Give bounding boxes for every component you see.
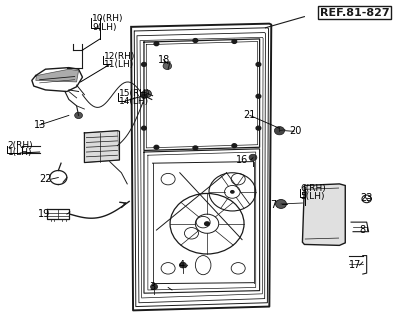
Circle shape	[193, 39, 198, 43]
Circle shape	[256, 62, 261, 66]
Text: 7: 7	[270, 200, 276, 210]
Circle shape	[232, 144, 237, 148]
Circle shape	[256, 94, 261, 98]
Circle shape	[179, 262, 186, 268]
Polygon shape	[36, 69, 78, 82]
Text: 16: 16	[236, 155, 248, 165]
Circle shape	[163, 62, 172, 69]
Text: 6(RH): 6(RH)	[301, 184, 326, 193]
Text: 8: 8	[360, 225, 366, 235]
Circle shape	[142, 94, 146, 98]
Text: 13: 13	[34, 120, 46, 130]
Circle shape	[230, 190, 235, 194]
Circle shape	[142, 126, 146, 130]
Polygon shape	[303, 184, 345, 245]
Text: 9(LH): 9(LH)	[92, 23, 117, 32]
Circle shape	[154, 42, 159, 46]
Text: 4: 4	[179, 260, 185, 270]
Text: 21: 21	[244, 110, 256, 120]
Text: 2(RH): 2(RH)	[8, 141, 33, 150]
Text: 17: 17	[349, 260, 361, 270]
Circle shape	[75, 112, 82, 119]
Text: 22: 22	[40, 174, 52, 184]
Circle shape	[142, 62, 146, 66]
Text: 5(LH): 5(LH)	[301, 192, 325, 201]
Text: 1(LH): 1(LH)	[8, 148, 32, 157]
Polygon shape	[84, 131, 120, 163]
Circle shape	[151, 284, 158, 290]
Text: 23: 23	[360, 193, 373, 203]
Circle shape	[256, 126, 261, 130]
Text: REF.81-827: REF.81-827	[320, 8, 389, 18]
Text: 15(RH): 15(RH)	[120, 89, 151, 98]
Circle shape	[193, 146, 198, 150]
Circle shape	[276, 199, 286, 208]
Text: 3: 3	[149, 283, 156, 292]
Text: 18: 18	[158, 55, 170, 65]
Text: 14(LH): 14(LH)	[120, 97, 149, 106]
Circle shape	[232, 40, 237, 44]
Circle shape	[142, 90, 152, 98]
Circle shape	[204, 221, 210, 226]
Circle shape	[274, 126, 284, 135]
Circle shape	[154, 145, 159, 149]
Text: 10(RH): 10(RH)	[92, 14, 124, 23]
Text: 12(RH): 12(RH)	[104, 52, 135, 61]
Circle shape	[249, 154, 257, 161]
Text: 19: 19	[38, 209, 50, 219]
Text: 11(LH): 11(LH)	[104, 60, 134, 69]
Text: 20: 20	[289, 126, 301, 136]
